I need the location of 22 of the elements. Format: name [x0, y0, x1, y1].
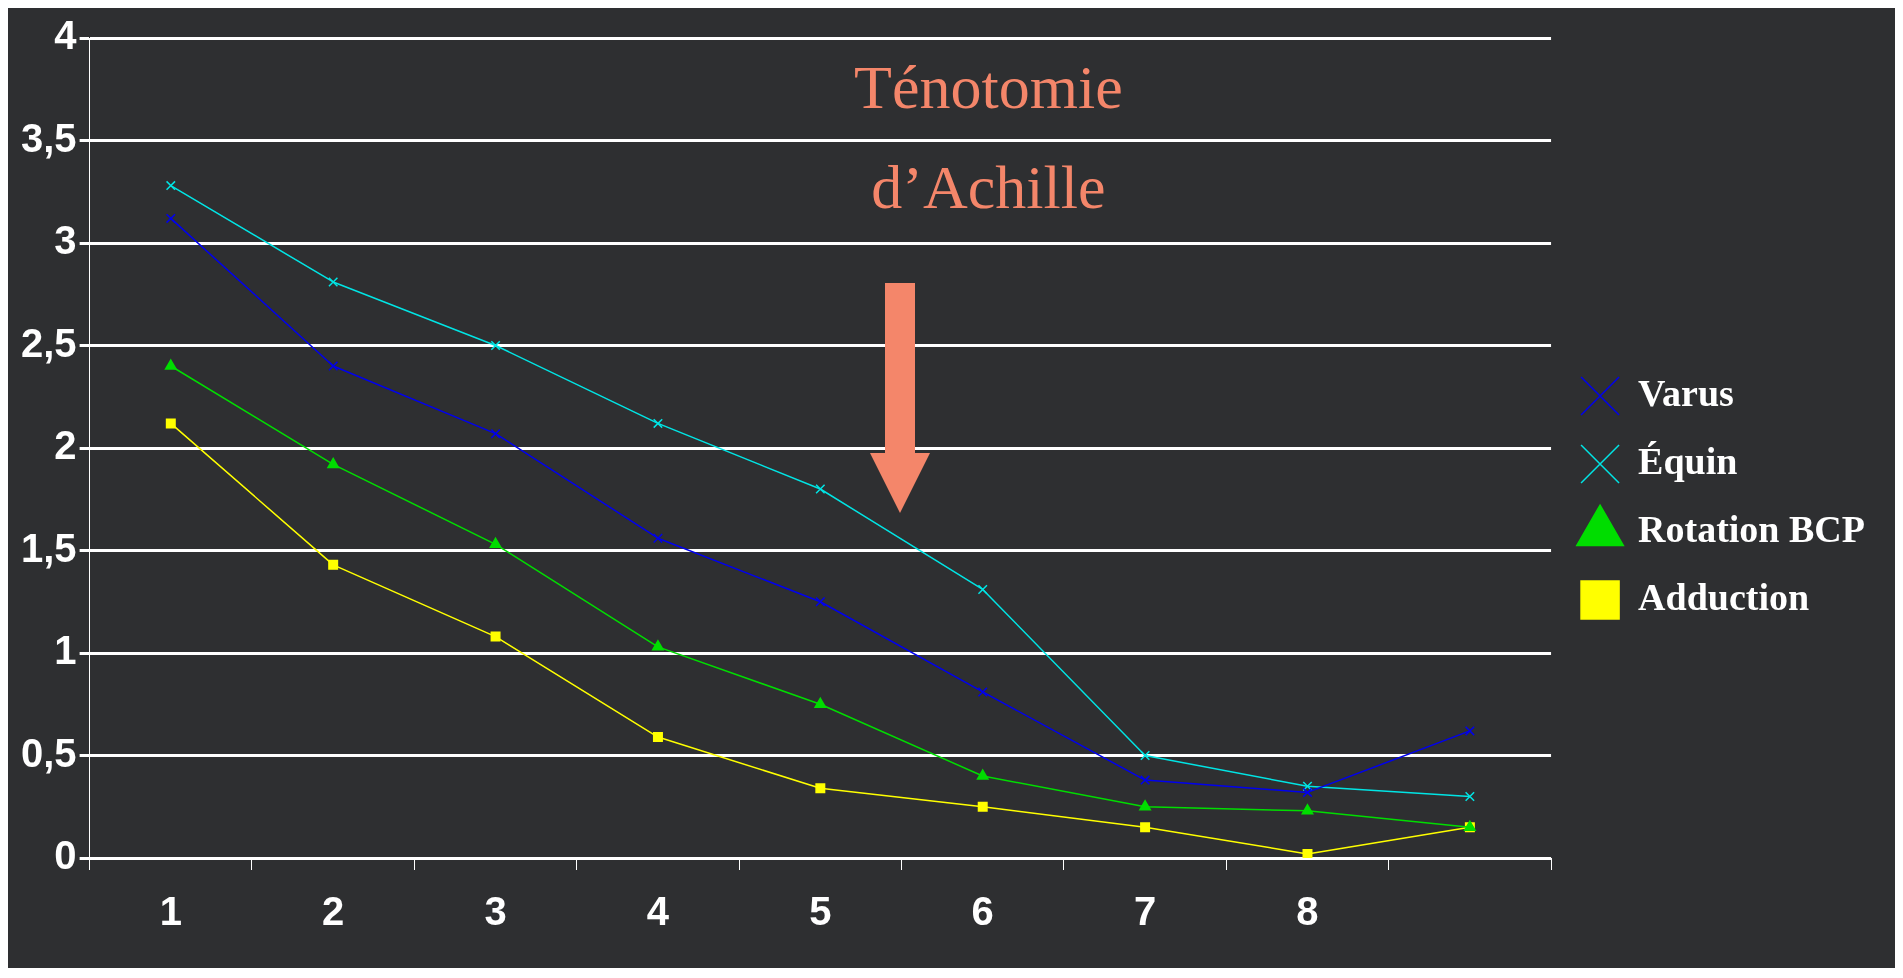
legend-label: Équin	[1638, 439, 1738, 482]
legend-label: Varus	[1638, 371, 1734, 414]
y-tick-label: 3,5	[21, 115, 77, 160]
x-tick-label: 2	[322, 889, 345, 934]
x-tick-label: 8	[1296, 889, 1319, 934]
x-tick-label: 4	[646, 889, 670, 934]
annotation: Ténotomie d’Achille	[854, 53, 1123, 221]
y-tick-label: 1,5	[21, 525, 77, 570]
y-tick-label: 2	[54, 423, 77, 468]
x-tick-label: 6	[971, 889, 994, 934]
y-tick-label: 1	[54, 628, 77, 673]
legend-label: Adduction	[1638, 575, 1810, 618]
y-tick-label: 3	[54, 218, 77, 263]
x-tick-label: 1	[159, 889, 182, 934]
x-tick-label: 7	[1133, 889, 1157, 934]
x-tick-label: 3	[484, 889, 507, 934]
y-tick-label: 4	[54, 13, 78, 58]
y-tick-label: 0	[54, 833, 77, 878]
y-tick-label: 0,5	[21, 730, 77, 775]
x-tick-label: 5	[809, 889, 832, 934]
y-tick-label: 2,5	[21, 320, 77, 365]
legend-label: Rotation BCP	[1638, 507, 1866, 550]
